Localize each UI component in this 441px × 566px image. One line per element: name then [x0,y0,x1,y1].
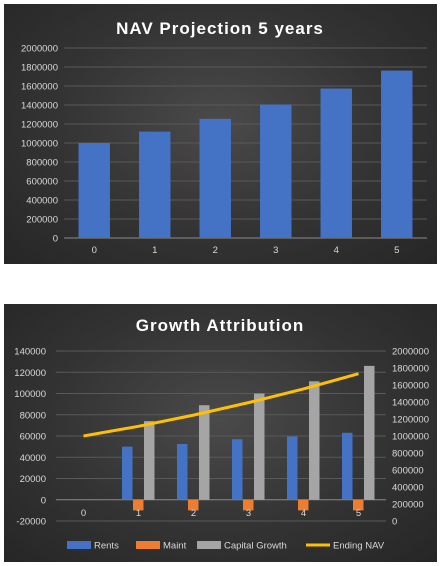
bar-maint-1 [133,499,144,511]
bar-maint-3 [243,499,254,511]
y-tick-label-left: -20000 [16,517,46,528]
bar-rents-5 [342,432,353,500]
y-tick-label-left: 100000 [14,389,46,400]
nav-projection-chart: NAV Projection 5 years 0 200000 400000 60000… [21,19,427,256]
x-tick-label: 1 [136,508,141,519]
x-tick-label: 2 [191,508,196,519]
y-tick-label-right: 1800000 [392,364,429,375]
x-tick-label: 0 [81,508,86,519]
y-tick-label-right: 1400000 [392,398,429,409]
x-tick-label: 5 [356,508,361,519]
bar-capital-growth-4 [309,381,320,500]
y-tick-label-left: 120000 [14,368,46,379]
y-tick-label: 400000 [26,196,58,207]
legend-item-ending-nav: Ending NAV [306,541,385,552]
y-tick-label-right: 1600000 [392,381,429,392]
x-tick-label: 3 [246,508,251,519]
legend-swatch [197,541,221,549]
y-tick-label: 1600000 [21,82,58,93]
y-tick-label: 1400000 [21,101,58,112]
bar-year-4 [320,88,352,239]
growth-attribution-chart: Growth Attribution -20000 0 20000 40000 60000… [14,316,429,552]
legend-label: Rents [94,541,119,552]
bar-maint-4 [298,499,309,511]
legend-label: Ending NAV [333,541,385,552]
chart-title: NAV Projection 5 years [116,19,324,38]
y-tick-label: 600000 [26,177,58,188]
legend-label: Maint [163,541,187,552]
y-tick-label-right: 200000 [392,500,424,511]
legend-item-capital-growth: Capital Growth [197,541,287,552]
growth-attribution-chart-panel: Growth Attribution -20000 0 20000 40000 60000… [4,304,437,562]
bar-year-1 [139,131,171,238]
y-tick-label-right: 600000 [392,466,424,477]
bar-capital-growth-1 [144,421,155,500]
bar-capital-growth-3 [254,393,265,500]
y-tick-label-left: 40000 [20,453,46,464]
bar-year-2 [199,118,231,238]
chart-title: Growth Attribution [136,316,304,335]
y-tick-label-left: 20000 [20,474,46,485]
x-tick-label: 0 [92,245,97,256]
y-tick-label-right: 400000 [392,483,424,494]
bar-maint-2 [188,499,199,511]
line-ending-nav [83,372,359,438]
bar-year-5 [381,70,413,238]
bar-year-0 [78,143,110,238]
y-tick-label: 1200000 [21,120,58,131]
x-tick-label: 5 [394,245,399,256]
legend-label: Capital Growth [224,541,287,552]
y-tick-label: 1000000 [21,139,58,150]
legend-swatch [67,541,91,549]
legend: Rents Maint Capital Growth Ending NAV [67,541,385,552]
y-tick-label-right: 800000 [392,449,424,460]
x-tick-label: 1 [152,245,157,256]
y-tick-label-left: 0 [41,495,46,506]
bar-capital-growth-5 [364,365,375,500]
y-tick-label-right: 2000000 [392,347,429,358]
y-tick-label-left: 60000 [20,432,46,443]
y-tick-label: 1800000 [21,63,58,74]
bar-rents-4 [287,436,298,500]
legend-item-maint: Maint [136,541,187,552]
bar-maint-5 [353,499,364,511]
legend-item-rents: Rents [67,541,119,552]
bar-rents-3 [232,439,243,500]
y-tick-label-right: 0 [392,517,397,528]
bar-capital-growth-2 [199,405,210,500]
x-tick-label: 2 [213,245,218,256]
y-tick-label-right: 1000000 [392,432,429,443]
y-tick-label-left: 140000 [14,347,46,358]
x-tick-label: 4 [301,508,306,519]
x-tick-label: 4 [334,245,339,256]
y-tick-label: 800000 [26,158,58,169]
bar-rents-1 [122,446,133,500]
y-tick-label: 0 [53,234,58,245]
legend-swatch [136,541,160,549]
y-tick-label-right: 1200000 [392,415,429,426]
x-tick-label: 3 [273,245,278,256]
y-tick-label: 200000 [26,215,58,226]
bar-year-3 [260,104,292,239]
bar-rents-2 [177,443,188,500]
y-tick-label: 2000000 [21,44,58,55]
nav-projection-chart-panel: NAV Projection 5 years 0 200000 400000 60000… [4,4,437,264]
y-tick-label-left: 80000 [20,410,46,421]
